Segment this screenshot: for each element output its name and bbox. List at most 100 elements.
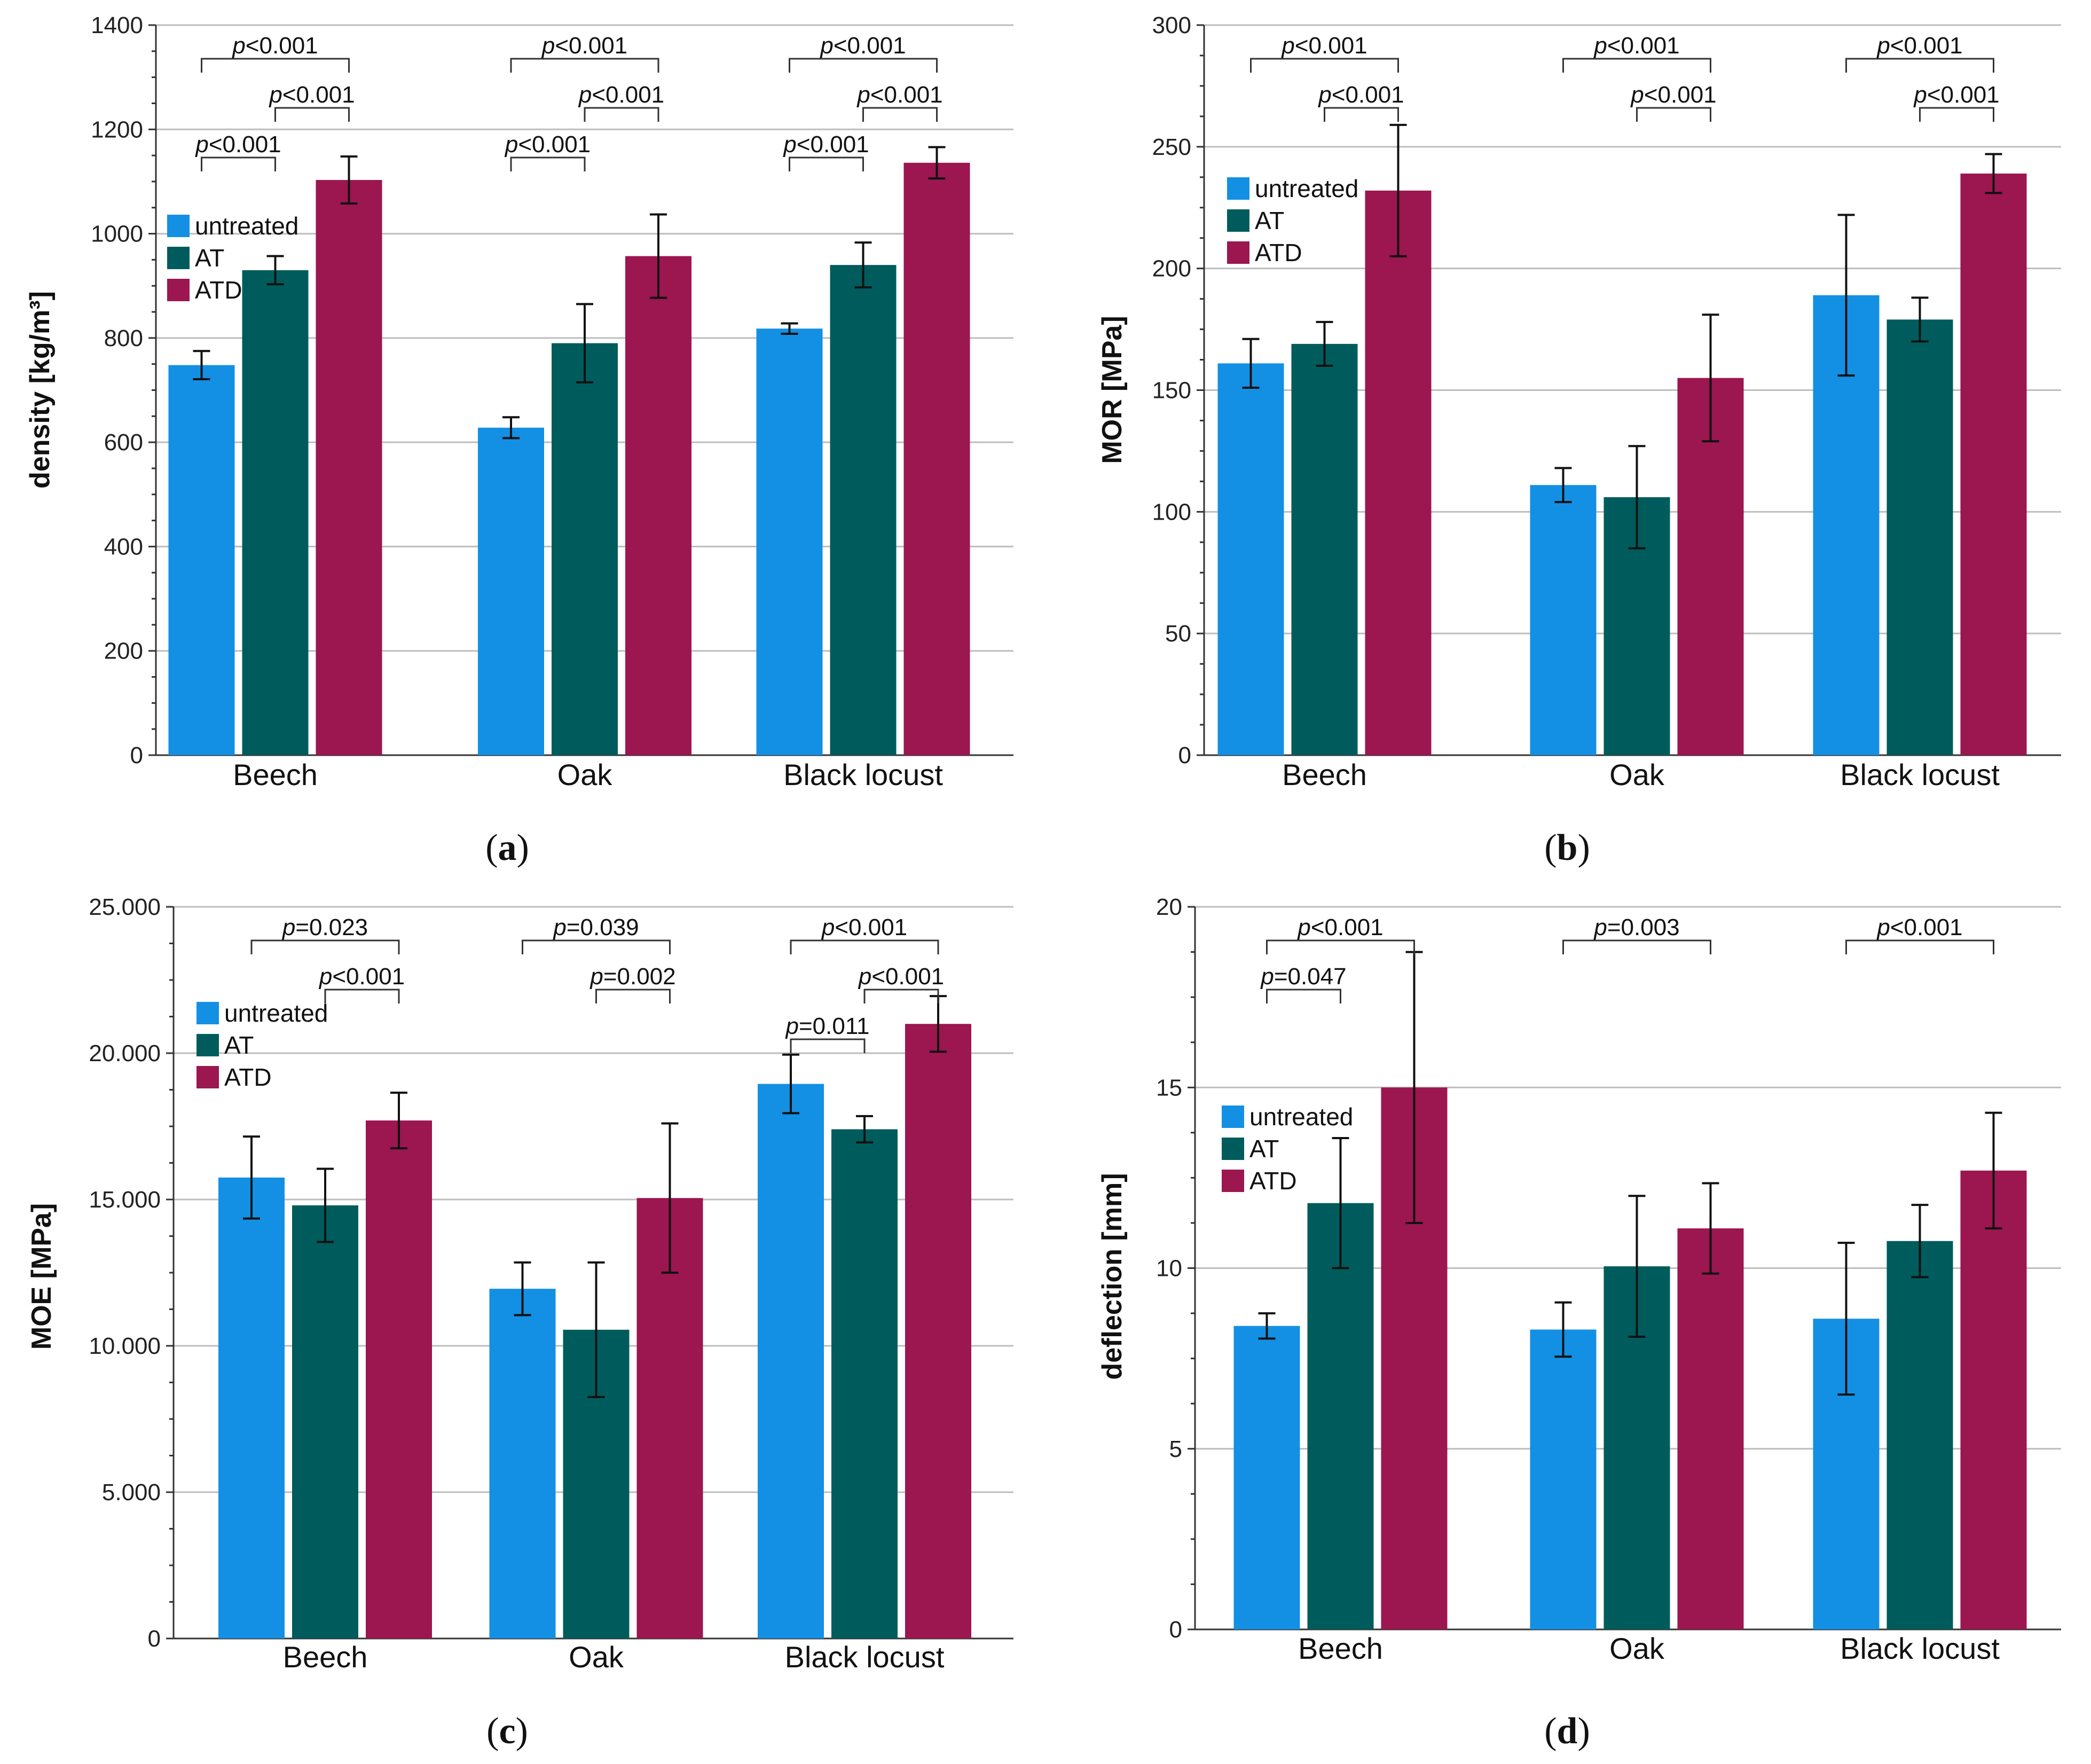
bar-oak-untreated (478, 427, 544, 755)
x-tick-labels: Beech Oak Black locust (233, 758, 943, 791)
y-tick-label: 10 (1156, 1256, 1182, 1282)
p-value-label: p=0.023 (281, 914, 368, 940)
legend: untreated AT ATD (196, 999, 328, 1091)
p-value-label: p=0.047 (1260, 963, 1346, 990)
error-bar (1702, 313, 1719, 443)
bar-black-locust-at (831, 1129, 898, 1638)
p-value-label: p<0.001 (578, 82, 664, 108)
p-value-label: p<0.001 (1317, 82, 1404, 108)
error-bar (1837, 1242, 1855, 1396)
legend: untreated AT ATD (1227, 175, 1358, 266)
legend-swatch-atd (1222, 1170, 1244, 1192)
significance-brackets: p<0.001 p<0.001 p<0.001 p<0.001 p<0.001 p<0.0… (1250, 33, 2000, 122)
y-tick-label: 150 (1152, 378, 1191, 404)
bar-black-locust-atd (1960, 173, 2027, 755)
x-tick-label: Oak (557, 758, 613, 791)
significance-bracket (522, 939, 671, 954)
y-tick-label: 250 (1152, 134, 1191, 160)
significance-bracket (1250, 58, 1399, 73)
bar-beech-untreated (1233, 1326, 1300, 1629)
p-value-label: p<0.001 (1630, 82, 1716, 108)
bar-oak-atd (1677, 1228, 1744, 1629)
x-tick-label: Oak (1609, 1632, 1665, 1665)
error-bar (193, 350, 210, 380)
x-tick-label: Oak (569, 1640, 624, 1674)
p-value-label: p=0.003 (1593, 914, 1679, 940)
bar-beech-at (292, 1205, 358, 1638)
p-value-label: p<0.001 (541, 33, 627, 59)
y-ticks: 0 50 100 150 200 250 300 (1152, 12, 1204, 769)
p-value-label: p<0.001 (318, 963, 405, 990)
p-value-label: p<0.001 (858, 963, 944, 990)
y-tick-label: 400 (104, 534, 143, 560)
error-bar (782, 1053, 799, 1115)
significance-bracket (1845, 939, 1994, 954)
legend-swatch-atd (196, 1066, 219, 1088)
x-tick-label: Black locust (1840, 758, 2000, 791)
significance-bracket (324, 989, 400, 1003)
error-bar (1628, 1195, 1646, 1338)
legend: untreated AT ATD (1222, 1103, 1353, 1195)
significance-bracket (201, 156, 276, 171)
legend-swatch-at (1222, 1138, 1244, 1160)
legend-label: untreated (224, 999, 328, 1027)
error-bar (587, 1261, 605, 1398)
y-tick-label: 0 (1178, 742, 1191, 769)
error-bar (1332, 1136, 1349, 1269)
legend-swatch-at (1227, 209, 1249, 232)
y-tick-label: 10.000 (89, 1333, 161, 1359)
bar-beech-at (1307, 1203, 1374, 1629)
bar-black-locust-at (1886, 319, 1953, 755)
legend-swatch-untreated (1227, 177, 1249, 200)
y-tick-label: 0 (1169, 1617, 1182, 1643)
y-ticks: 0 5 10 15 20 (1156, 894, 1195, 1643)
x-tick-label: Black locust (783, 758, 943, 791)
error-bar (1911, 1204, 1929, 1279)
x-tick-label: Oak (1609, 758, 1665, 791)
legend-label: ATD (195, 276, 242, 304)
x-tick-label: Beech (283, 1640, 368, 1674)
error-bar (856, 1115, 873, 1144)
significance-brackets: p=0.047 p<0.001 p=0.003 p<0.001 (1260, 914, 1994, 1003)
x-tick-label: Beech (1282, 758, 1367, 791)
bar-beech-untreated (168, 365, 235, 755)
y-tick-label: 20.000 (89, 1040, 161, 1067)
y-ticks: 0 5.000 10.000 15.000 20.000 25.000 (89, 894, 174, 1652)
chart-panel-d: 0 5 10 15 20 deflection [mm] Beech Oak Black loc… (1097, 894, 2061, 1752)
bar-oak-untreated (1530, 1329, 1597, 1629)
significance-bracket (863, 989, 939, 1003)
error-bar (390, 1091, 407, 1150)
significance-bracket (274, 107, 350, 122)
significance-bracket (250, 939, 400, 954)
significance-brackets: p<0.001 p=0.023 p=0.002 p=0.039 p=0.011 p<0.0… (250, 914, 944, 1053)
bars (218, 995, 971, 1638)
bar-black-locust-at (830, 265, 897, 756)
error-bar (1911, 296, 1929, 343)
error-bar (1554, 467, 1572, 504)
p-value-label: p<0.001 (1296, 914, 1383, 940)
legend-swatch-at (167, 247, 190, 269)
bar-beech-at (1291, 343, 1358, 755)
significance-bracket (790, 1038, 866, 1053)
error-bar (1628, 445, 1646, 550)
bar-beech-atd (316, 179, 382, 756)
bar-oak-untreated (489, 1289, 556, 1638)
y-tick-label: 5 (1169, 1436, 1182, 1462)
error-bar (928, 146, 946, 180)
y-tick-label: 300 (1152, 12, 1191, 38)
legend: untreated AT ATD (167, 212, 298, 304)
legend-label: untreated (1249, 1103, 1353, 1131)
error-bar (854, 241, 872, 289)
bars (168, 146, 970, 756)
error-bar (1985, 1111, 2002, 1230)
significance-bracket (1845, 58, 1994, 73)
significance-bracket (1636, 107, 1711, 122)
significance-bracket (1324, 107, 1399, 122)
bar-black-locust-untreated (756, 328, 823, 755)
significance-brackets: p<0.001 p<0.001 p<0.001 p<0.001 p<0.001 p<0.0… (194, 33, 943, 171)
x-tick-labels: Beech Oak Black locust (1298, 1632, 2000, 1665)
legend-label: ATD (1255, 239, 1302, 266)
x-tick-label: Beech (233, 758, 318, 791)
significance-bracket (595, 989, 671, 1003)
